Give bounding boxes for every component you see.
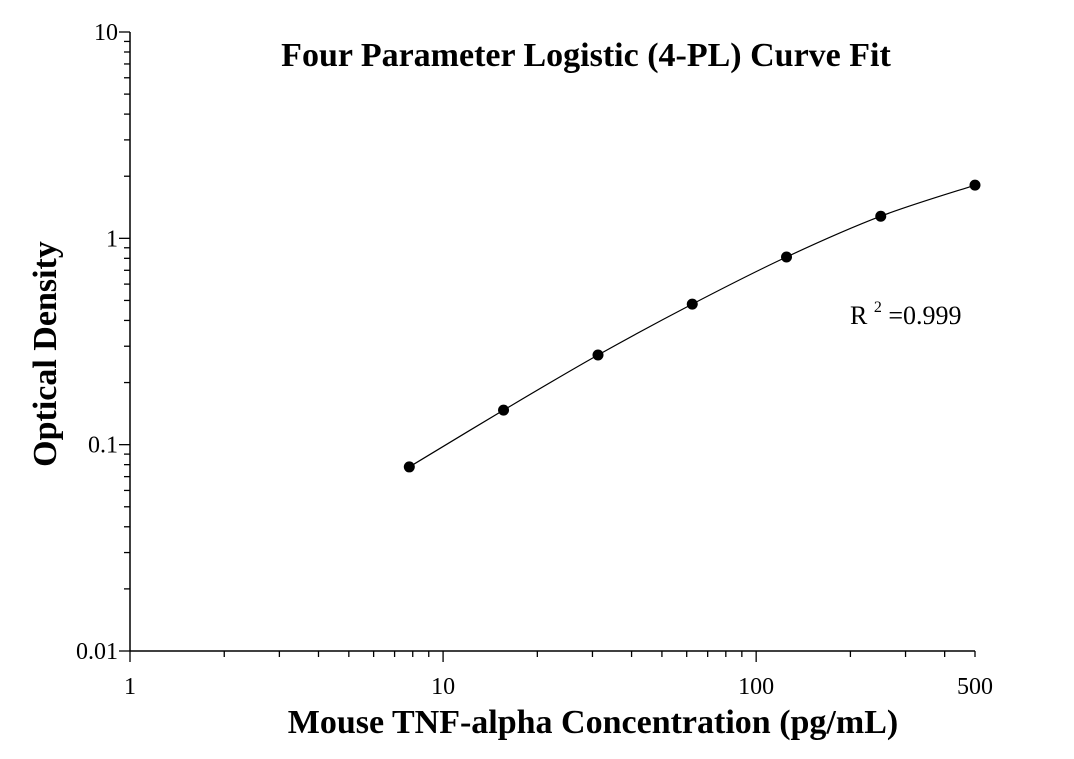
data-points [403, 179, 981, 473]
y-tick-label: 1 [106, 226, 118, 252]
r-squared-superscript: 2 [874, 299, 882, 316]
x-tick-label: 10 [431, 674, 455, 700]
x-axis-label: Mouse TNF-alpha Concentration (pg/mL) [288, 704, 898, 741]
data-point [592, 349, 604, 361]
x-tick-label: 500 [957, 674, 993, 700]
y-axis-label: Optical Density [27, 241, 64, 467]
data-point [686, 298, 698, 310]
plot-frame [129, 32, 975, 652]
chart-title: Four Parameter Logistic (4-PL) Curve Fit [281, 37, 891, 74]
x-tick-label: 100 [738, 674, 774, 700]
x-axis-ticks: 1 10 100 500 [124, 651, 993, 700]
x-tick-label: 1 [124, 674, 136, 700]
data-point [498, 404, 510, 416]
data-point [875, 210, 887, 222]
r-squared-main: R [850, 301, 868, 330]
y-axis-ticks: 0.01 0.1 1 10 [76, 20, 130, 665]
data-point [403, 461, 415, 473]
r-squared-annotation: R 2 =0.999 [850, 289, 962, 330]
data-point [969, 179, 981, 191]
y-tick-label: 0.1 [88, 433, 118, 459]
y-tick-label: 10 [94, 20, 118, 46]
y-tick-label: 0.01 [76, 639, 118, 665]
data-point [781, 251, 793, 263]
r-squared-value: =0.999 [888, 301, 961, 330]
